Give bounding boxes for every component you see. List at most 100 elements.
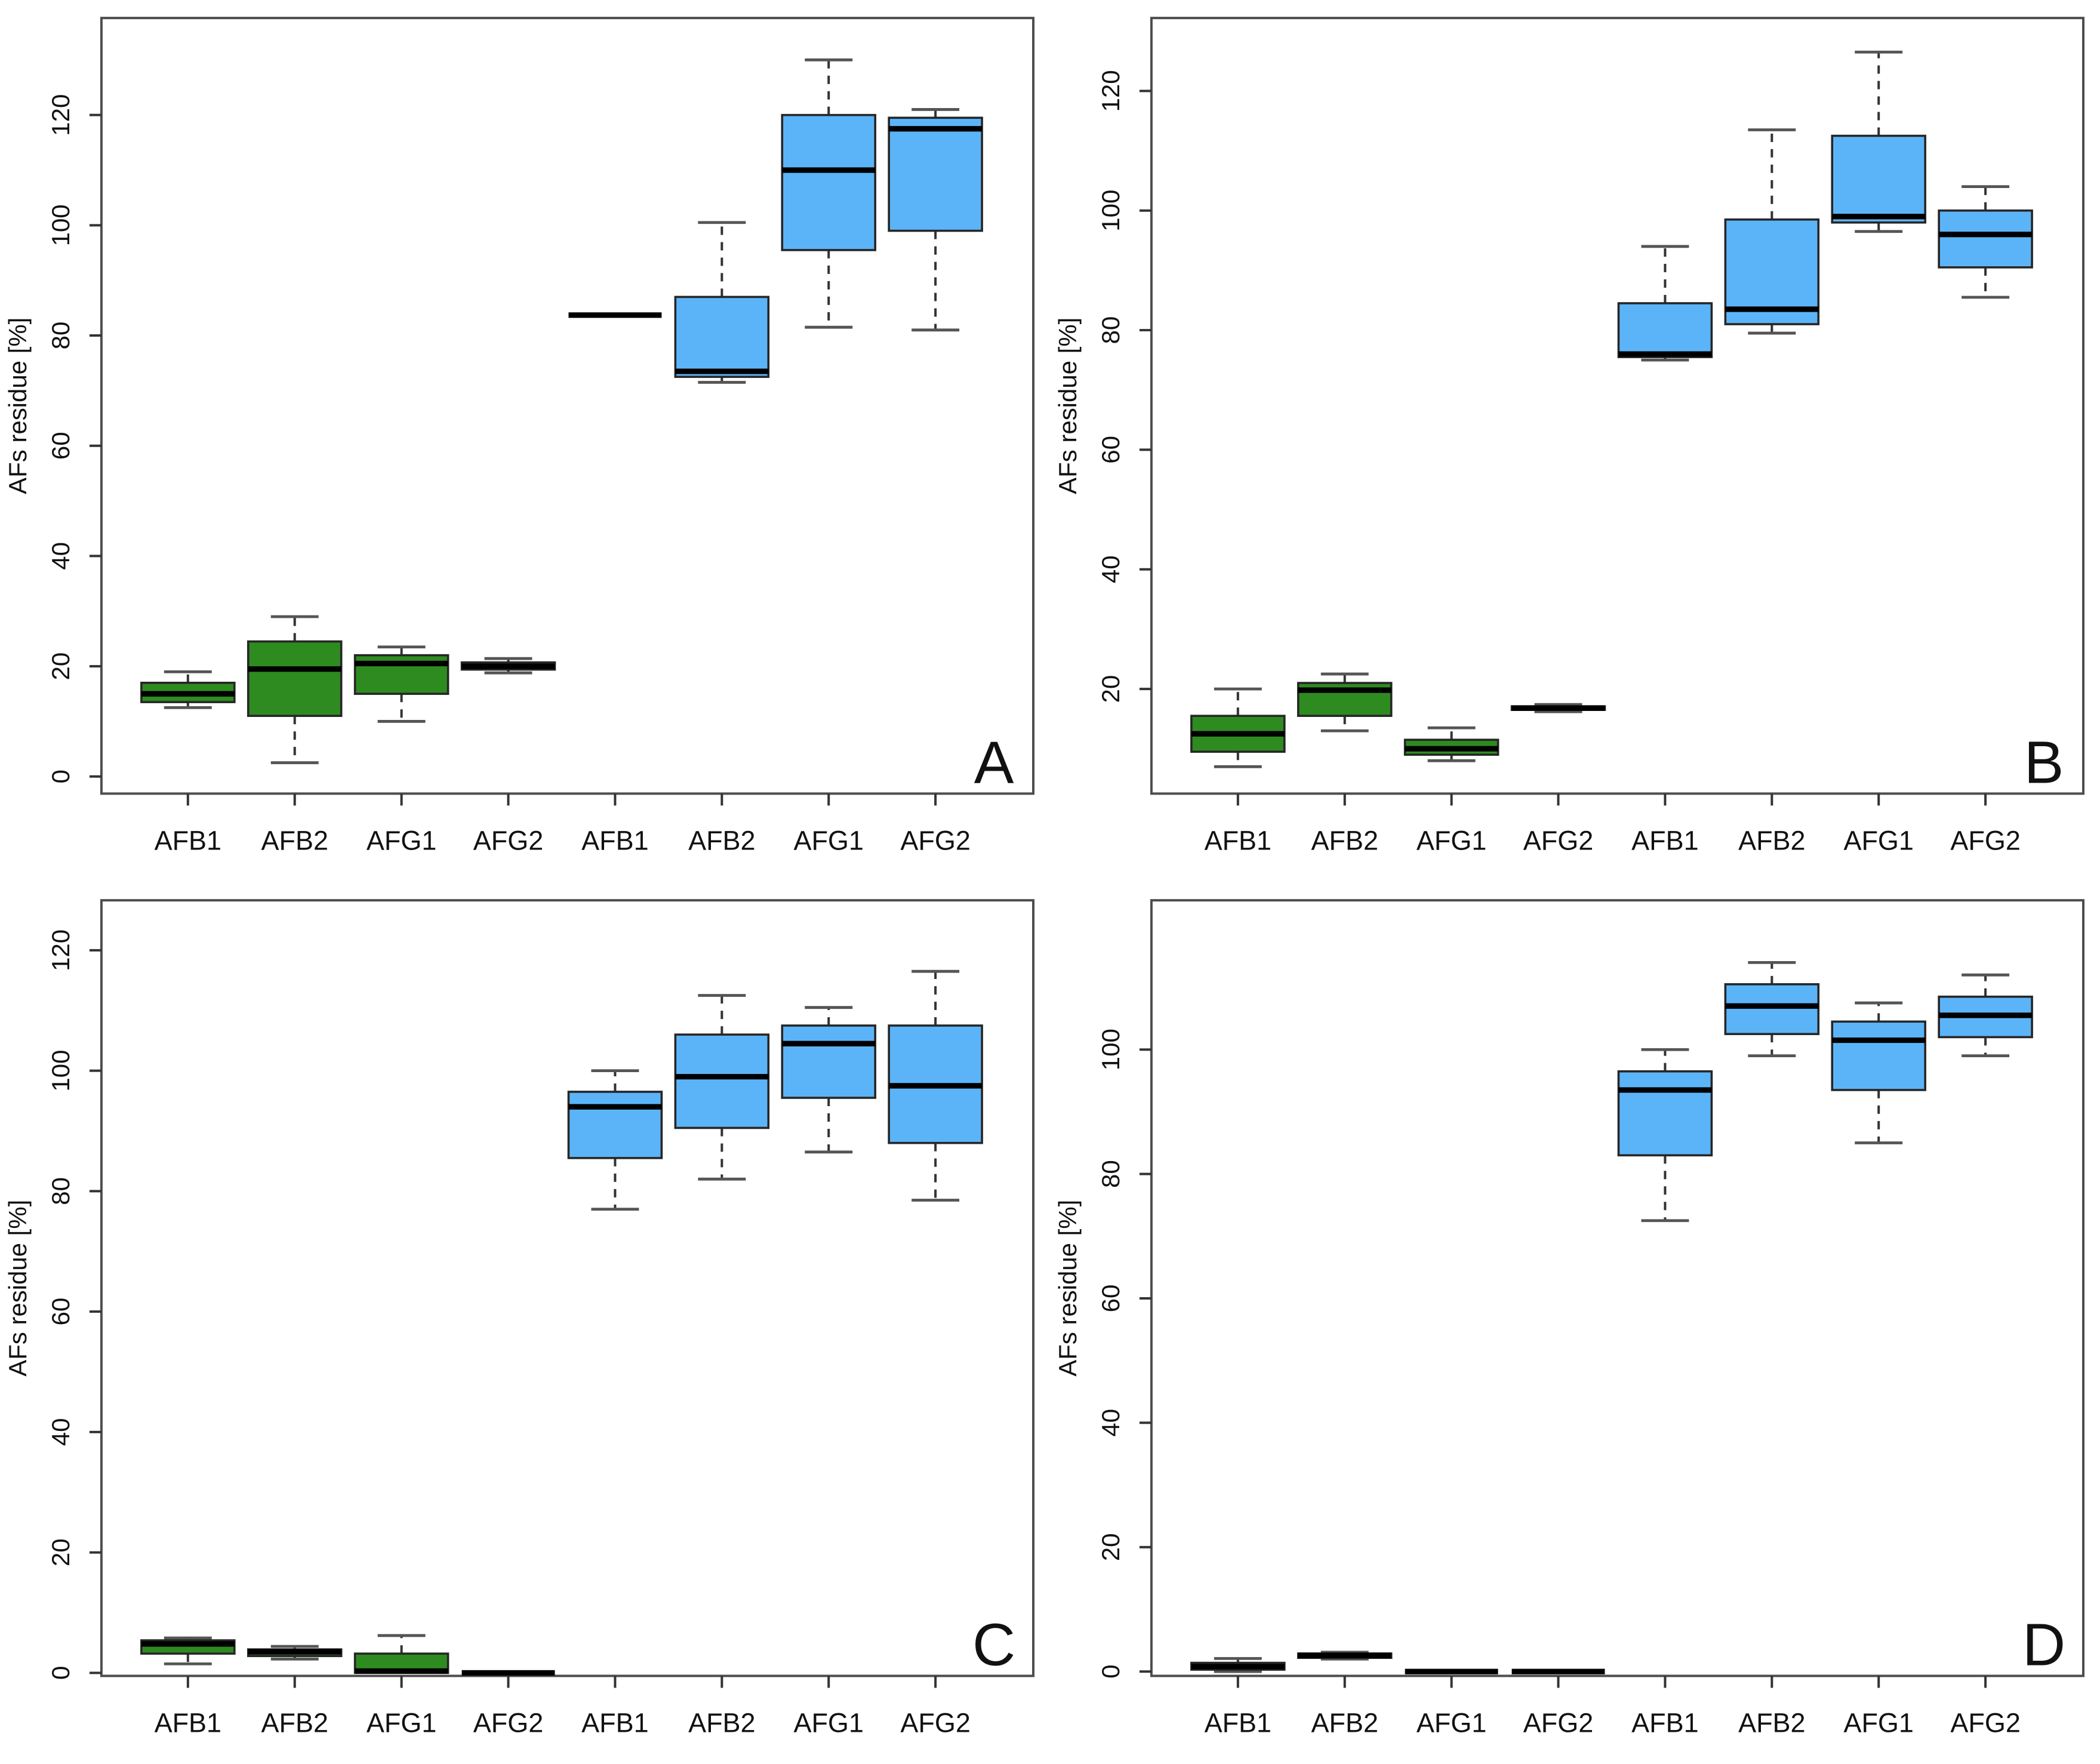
- x-tick-label: AFB2: [688, 825, 755, 855]
- iqr-box: [674, 295, 770, 378]
- x-tick-label: AFG1: [1843, 825, 1913, 855]
- box-green-afg2-left: [460, 657, 556, 675]
- plot-frame: [100, 17, 1035, 795]
- iqr-box: [1617, 1070, 1713, 1156]
- x-tick-label: AFG1: [1417, 1707, 1486, 1738]
- panel-a-chart: 0 20 40 60 80 100 120 AFs residue [%] AFB1 AFB2 AF…: [4, 17, 1035, 855]
- box-blue-afg1-right: [781, 58, 876, 329]
- y-tick-label: 120: [47, 94, 75, 136]
- box-blue-afb2-right: [1724, 128, 1820, 335]
- iqr-box: [674, 1033, 770, 1129]
- panel-letter: D: [2022, 1612, 2065, 1678]
- x-tick-label: AFG2: [900, 1707, 970, 1738]
- x-tick-label: AFG2: [473, 825, 543, 855]
- y-tick-label: 100: [1097, 1029, 1125, 1070]
- y-tick-label: 100: [1097, 190, 1125, 232]
- x-tick-label: AFB2: [688, 1707, 755, 1738]
- box-green-afb1-left: [1190, 1657, 1286, 1673]
- box-blue-afg1-right: [1831, 50, 1926, 233]
- y-tick-label: 0: [47, 1666, 75, 1679]
- box-blue-afg2-right: [1938, 973, 2033, 1057]
- panel-C: 0 20 40 60 80 100 120 AFs residue [%] AFB1 AFB2 AF…: [4, 898, 1035, 1738]
- panel-b-chart: 20 40 60 80 100 120 AFs residue [%] AFB1 AFB2 AFG…: [1054, 17, 2085, 855]
- x-tick-label: AFB1: [1631, 825, 1698, 855]
- panel-D: 0 20 40 60 80 100 AFs residue [%] AFB1 AFB2 AFG1 A…: [1054, 898, 2085, 1738]
- box-blue-afb1-right: [567, 1069, 663, 1211]
- y-tick-label: 20: [47, 1538, 75, 1566]
- plot-frame: [100, 898, 1035, 1677]
- panel-A: 0 20 40 60 80 100 120 AFs residue [%] AFB1 AFB2 AF…: [4, 17, 1035, 855]
- x-tick-label: AFB1: [1205, 1707, 1271, 1738]
- box-blue-afg2-right: [1938, 185, 2033, 299]
- box-green-afg2-left: [1510, 703, 1606, 713]
- iqr-box: [1724, 983, 1820, 1035]
- y-tick-label: 60: [1097, 1284, 1125, 1312]
- panel-letter: B: [2024, 729, 2064, 796]
- y-tick-label: 80: [47, 1177, 75, 1205]
- x-tick-label: AFB2: [1311, 825, 1378, 855]
- y-tick-label: 80: [1097, 1160, 1125, 1188]
- x-tick-label: AFB1: [1205, 825, 1271, 855]
- x-tick-label: AFG2: [1523, 825, 1593, 855]
- plot-frame: [1150, 898, 2085, 1677]
- x-tick-label: AFB1: [155, 825, 221, 855]
- box-green-afb2-left: [1297, 672, 1393, 732]
- x-tick-label: AFG1: [1417, 825, 1486, 855]
- x-tick-label: AFG2: [473, 1707, 543, 1738]
- box-blue-afg2-right: [888, 108, 983, 332]
- box-green-afb2-left: [1297, 1650, 1393, 1661]
- iqr-box: [888, 116, 983, 232]
- iqr-box: [567, 1090, 663, 1159]
- panel-d-chart: 0 20 40 60 80 100 AFs residue [%] AFB1 AFB2 AFG1 A…: [1054, 898, 2085, 1738]
- x-tick-label: AFG2: [1523, 1707, 1593, 1738]
- x-tick-label: AFB2: [1738, 1707, 1805, 1738]
- y-tick-label: 60: [47, 432, 75, 460]
- box-blue-afb1-right: [1617, 1048, 1713, 1222]
- panel-letter: A: [974, 729, 1014, 796]
- x-tick-label: AFB1: [581, 1707, 648, 1738]
- box-green-afg1-left: [1403, 726, 1499, 762]
- y-tick-label: 40: [1097, 1409, 1125, 1437]
- x-tick-label: AFG1: [793, 825, 863, 855]
- y-tick-label: 100: [47, 1049, 75, 1091]
- x-tick-label: AFB1: [1631, 1707, 1698, 1738]
- y-tick-label: 0: [1097, 1664, 1125, 1678]
- y-axis-label: AFs residue [%]: [4, 1199, 32, 1376]
- panel-c-chart: 0 20 40 60 80 100 120 AFs residue [%] AFB1 AFB2 AF…: [4, 898, 1035, 1738]
- x-tick-label: AFG2: [900, 825, 970, 855]
- y-tick-label: 80: [47, 322, 75, 350]
- x-tick-label: AFG1: [793, 1707, 863, 1738]
- iqr-box: [1831, 1020, 1926, 1091]
- y-axis-label: AFs residue [%]: [1054, 318, 1082, 494]
- box-green-afb2-left: [247, 615, 343, 765]
- y-tick-label: 100: [47, 204, 75, 246]
- x-tick-label: AFG2: [1950, 825, 2020, 855]
- box-blue-afg2-right: [888, 969, 983, 1202]
- x-tick-label: AFB2: [1311, 1707, 1378, 1738]
- box-blue-afg1-right: [781, 1005, 876, 1153]
- iqr-box: [247, 640, 343, 718]
- box-blue-afb1-right: [1617, 245, 1713, 362]
- y-tick-label: 0: [47, 769, 75, 783]
- y-tick-label: 40: [47, 542, 75, 570]
- box-blue-afb2-right: [1724, 960, 1820, 1057]
- y-tick-label: 40: [47, 1418, 75, 1446]
- x-tick-label: AFG1: [367, 825, 436, 855]
- y-tick-label: 20: [47, 652, 75, 681]
- y-axis-label: AFs residue [%]: [1054, 1199, 1082, 1376]
- box-blue-afg1-right: [1831, 1001, 1926, 1144]
- y-tick-label: 120: [1097, 70, 1125, 112]
- panel-B: 20 40 60 80 100 120 AFs residue [%] AFB1 AFB2 AFG…: [1054, 17, 2085, 855]
- y-tick-label: 80: [1097, 316, 1125, 344]
- box-blue-afb2-right: [674, 993, 770, 1181]
- plot-frame: [1150, 17, 2085, 795]
- x-tick-label: AFB2: [1738, 825, 1805, 855]
- box-green-afb2-left: [247, 1645, 343, 1661]
- y-tick-label: 40: [1097, 555, 1125, 583]
- x-tick-label: AFG2: [1950, 1707, 2020, 1738]
- box-green-afb1-left: [140, 1636, 236, 1666]
- box-green-afb1-left: [1190, 687, 1286, 768]
- x-tick-label: AFB2: [261, 825, 328, 855]
- x-tick-label: AFB2: [261, 1707, 328, 1738]
